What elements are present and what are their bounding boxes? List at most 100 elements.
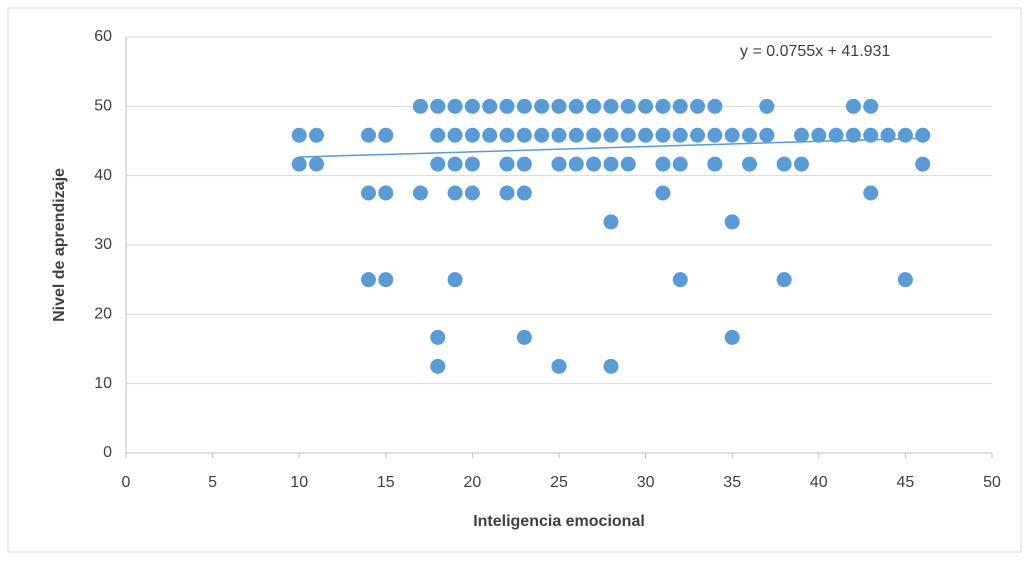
y-tick-label: 60: [94, 28, 112, 45]
point: [603, 127, 619, 143]
point: [586, 127, 602, 143]
point: [534, 98, 550, 114]
point: [309, 127, 325, 143]
point: [568, 156, 584, 172]
point: [690, 127, 706, 143]
point: [464, 98, 480, 114]
point: [430, 156, 446, 172]
x-tick-label: 30: [637, 474, 655, 491]
point: [793, 127, 809, 143]
point: [620, 98, 636, 114]
point: [360, 185, 376, 201]
point: [309, 156, 325, 172]
point: [447, 98, 463, 114]
point: [759, 127, 775, 143]
x-tick-label: 15: [377, 474, 395, 491]
x-tick-label: 5: [208, 474, 217, 491]
point: [845, 127, 861, 143]
point: [707, 98, 723, 114]
point: [897, 272, 913, 288]
point: [499, 156, 515, 172]
point: [551, 358, 567, 374]
y-tick-label: 10: [94, 375, 112, 392]
point: [516, 98, 532, 114]
trendline-label: y = 0.0755x + 41.931: [740, 43, 890, 60]
point: [863, 185, 879, 201]
point: [534, 127, 550, 143]
point: [690, 98, 706, 114]
point: [551, 98, 567, 114]
y-tick-label: 30: [94, 236, 112, 253]
point: [291, 156, 307, 172]
y-tick-label: 20: [94, 306, 112, 323]
point: [482, 98, 498, 114]
point: [897, 127, 913, 143]
point: [603, 98, 619, 114]
point: [482, 127, 498, 143]
point: [638, 127, 654, 143]
point: [412, 98, 428, 114]
point: [707, 127, 723, 143]
point: [430, 329, 446, 345]
point: [793, 156, 809, 172]
point: [499, 185, 515, 201]
point: [551, 127, 567, 143]
point: [707, 156, 723, 172]
point: [430, 127, 446, 143]
point: [464, 185, 480, 201]
point: [603, 156, 619, 172]
y-tick-label: 0: [103, 444, 112, 461]
point: [412, 185, 428, 201]
point: [672, 156, 688, 172]
point: [724, 214, 740, 230]
point: [655, 156, 671, 172]
x-tick-label: 50: [983, 474, 1001, 491]
trendline: [299, 137, 923, 158]
point: [620, 127, 636, 143]
point: [620, 156, 636, 172]
point: [828, 127, 844, 143]
point: [863, 98, 879, 114]
point: [672, 98, 688, 114]
point: [915, 127, 931, 143]
point: [672, 272, 688, 288]
x-tick-label: 25: [550, 474, 568, 491]
chart-frame: [7, 7, 1022, 553]
point: [586, 156, 602, 172]
x-tick-label: 20: [464, 474, 482, 491]
point: [811, 127, 827, 143]
point: [915, 156, 931, 172]
point: [516, 156, 532, 172]
point: [672, 127, 688, 143]
point: [724, 127, 740, 143]
point: [378, 127, 394, 143]
x-axis-title: Inteligencia emocional: [473, 513, 645, 530]
y-tick-label: 40: [94, 167, 112, 184]
point: [378, 185, 394, 201]
point: [655, 98, 671, 114]
point: [378, 272, 394, 288]
x-tick-label: 10: [290, 474, 308, 491]
point: [568, 98, 584, 114]
point: [291, 127, 307, 143]
point: [464, 127, 480, 143]
point: [880, 127, 896, 143]
point: [742, 127, 758, 143]
point: [603, 214, 619, 230]
point: [447, 272, 463, 288]
point: [586, 98, 602, 114]
point: [742, 156, 758, 172]
point: [551, 156, 567, 172]
point: [845, 98, 861, 114]
point: [430, 358, 446, 374]
point: [447, 185, 463, 201]
point: [759, 98, 775, 114]
point: [360, 127, 376, 143]
point: [724, 329, 740, 345]
point: [464, 156, 480, 172]
point: [655, 127, 671, 143]
point: [499, 98, 515, 114]
point: [447, 156, 463, 172]
point: [430, 98, 446, 114]
